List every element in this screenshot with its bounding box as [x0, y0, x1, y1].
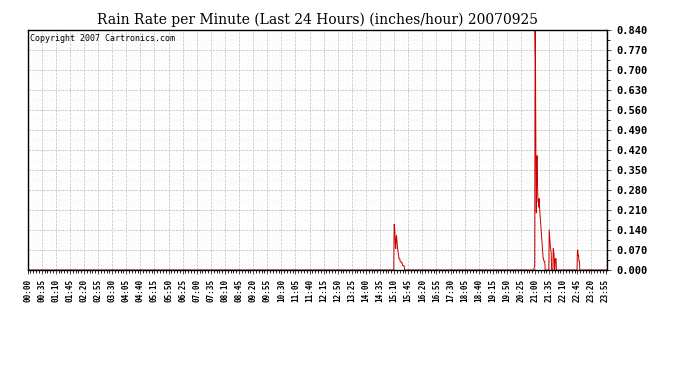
- Text: Copyright 2007 Cartronics.com: Copyright 2007 Cartronics.com: [30, 34, 175, 43]
- Title: Rain Rate per Minute (Last 24 Hours) (inches/hour) 20070925: Rain Rate per Minute (Last 24 Hours) (in…: [97, 13, 538, 27]
